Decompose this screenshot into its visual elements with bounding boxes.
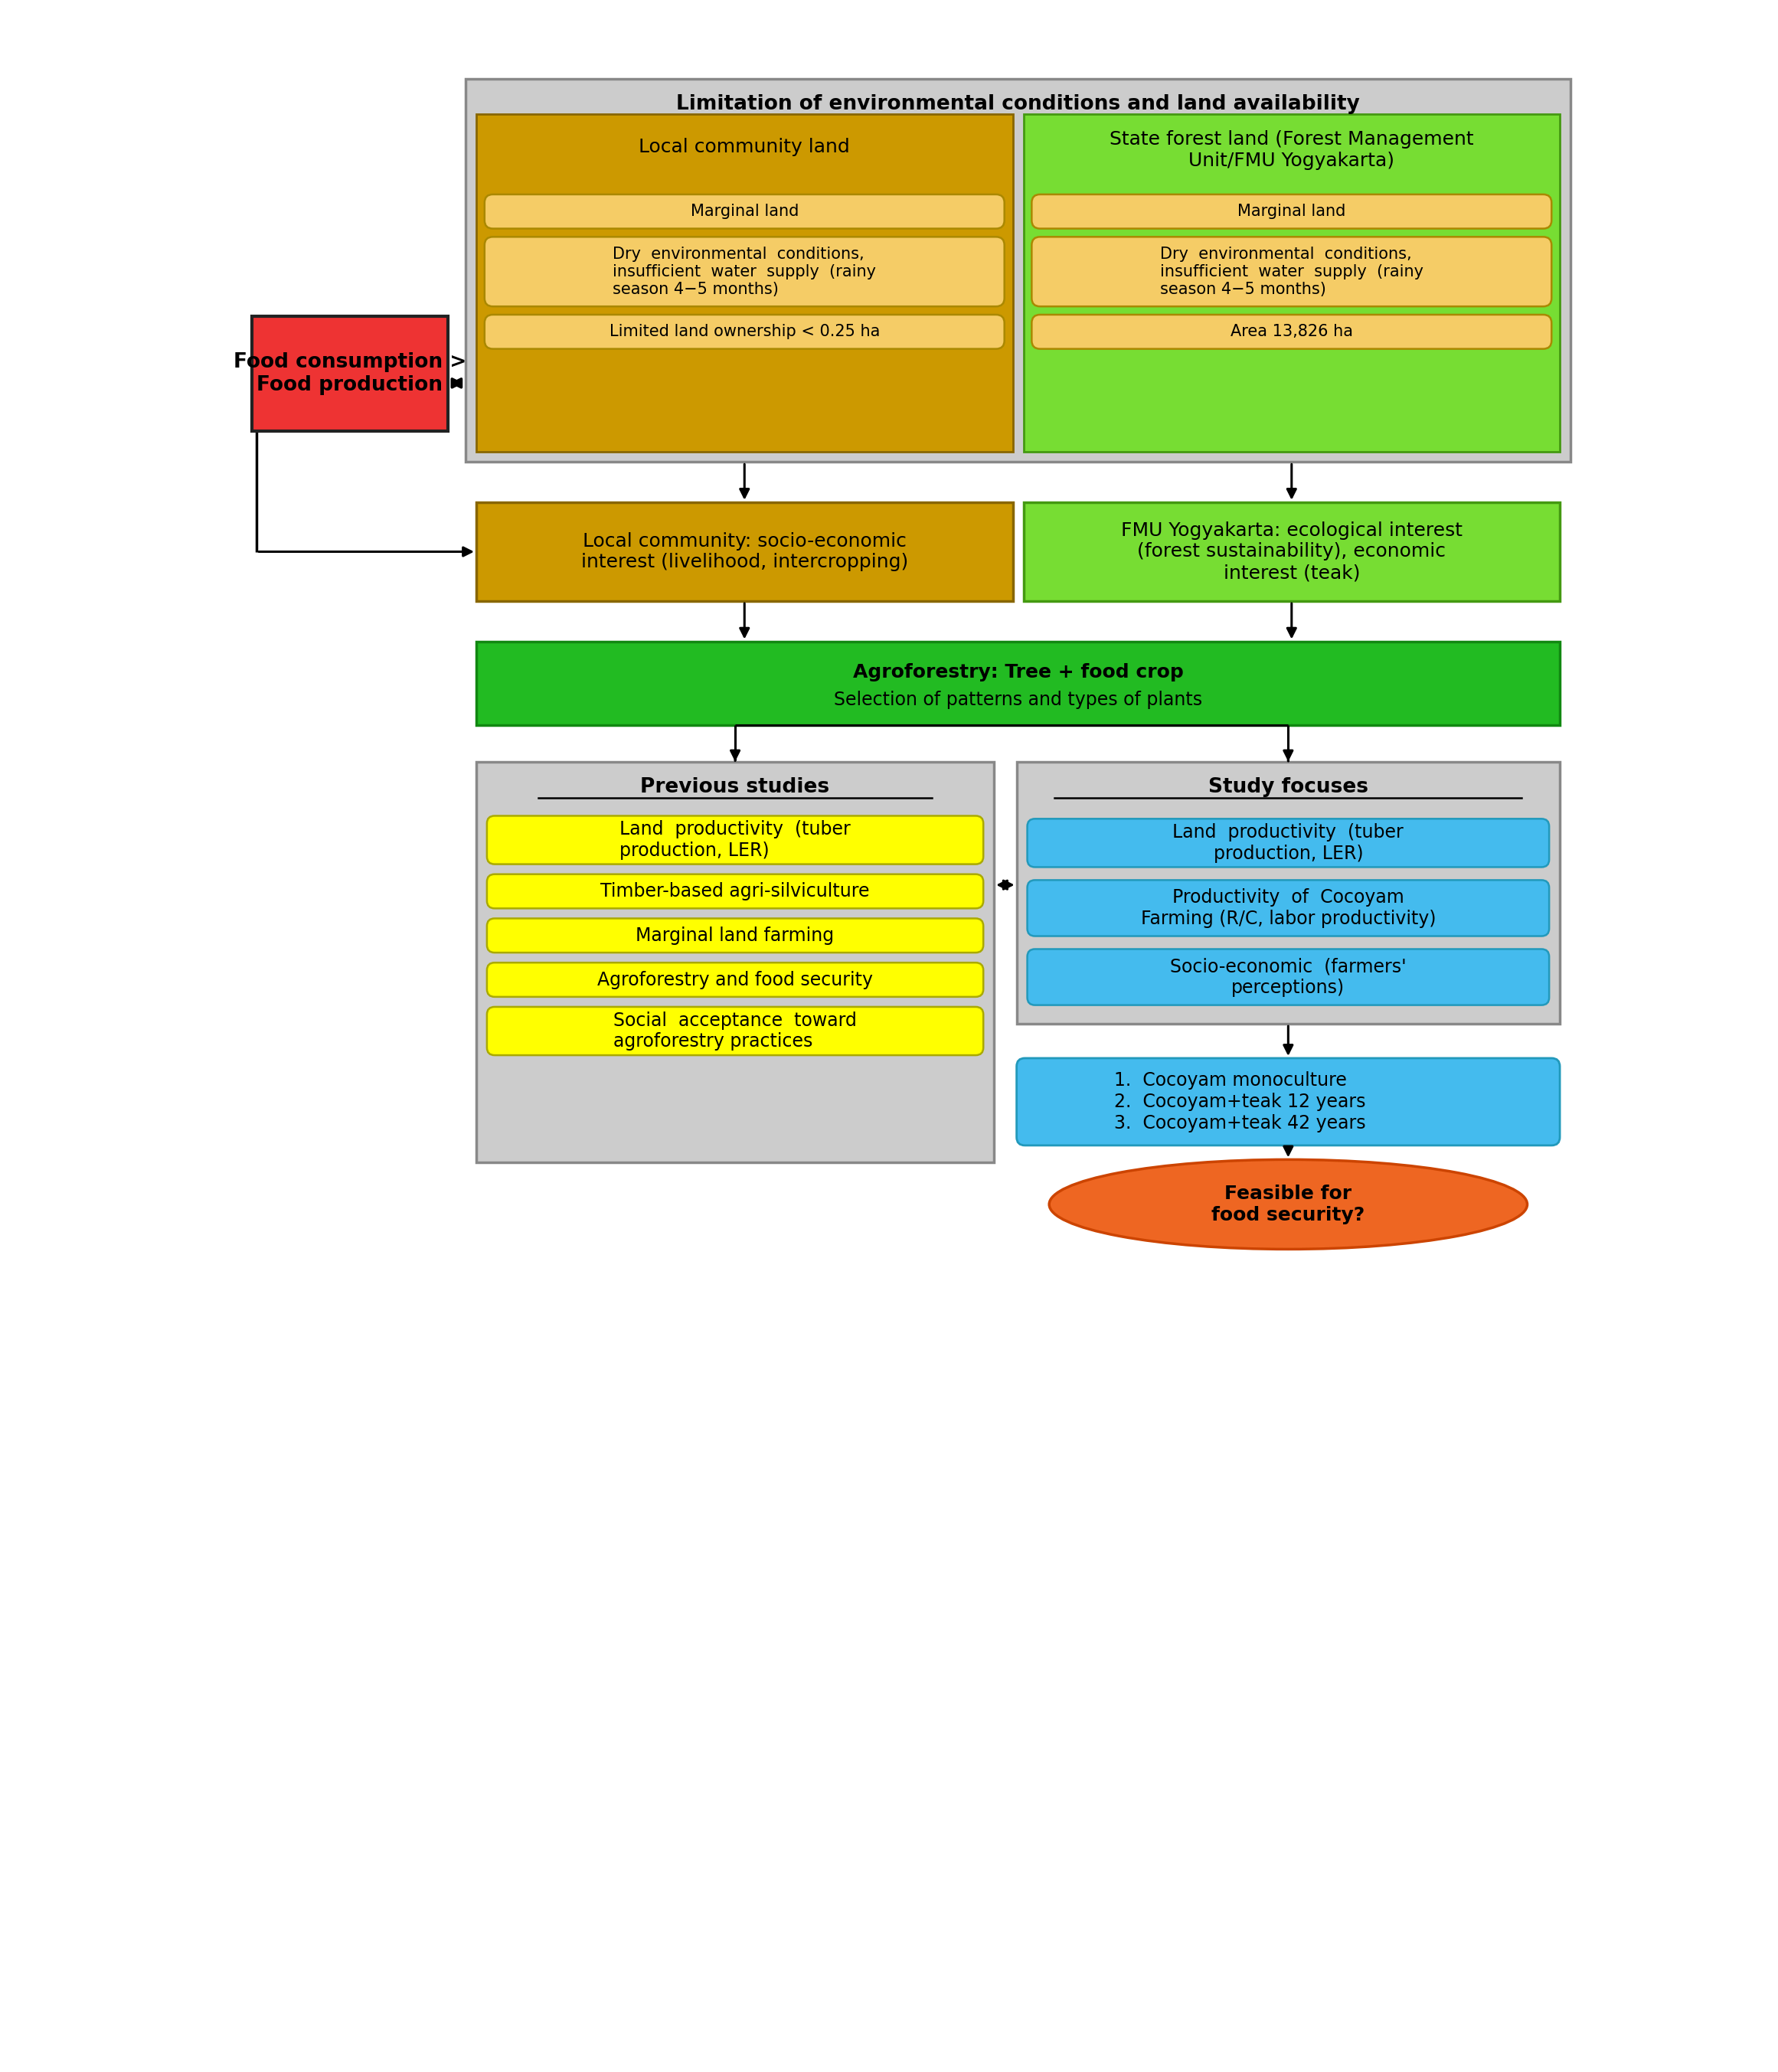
Text: Agroforestry and food security: Agroforestry and food security: [597, 970, 873, 988]
Bar: [1024, 114, 1559, 452]
FancyBboxPatch shape: [1031, 315, 1552, 348]
Bar: [477, 114, 1013, 452]
Text: Selection of patterns and types of plants: Selection of patterns and types of plant…: [834, 690, 1202, 709]
Text: Dry  environmental  conditions,
insufficient  water  supply  (rainy
season 4−5 m: Dry environmental conditions, insufficie…: [613, 247, 877, 296]
Text: Marginal land: Marginal land: [1237, 203, 1346, 220]
Text: Local community land: Local community land: [638, 137, 850, 155]
Text: State forest land (Forest Management
Unit/FMU Yogyakarta): State forest land (Forest Management Uni…: [1109, 131, 1474, 170]
FancyBboxPatch shape: [485, 315, 1005, 348]
FancyBboxPatch shape: [487, 816, 983, 864]
FancyBboxPatch shape: [1017, 1059, 1559, 1146]
Bar: [466, 79, 1570, 462]
Text: Social  acceptance  toward
agroforestry practices: Social acceptance toward agroforestry pr…: [613, 1011, 857, 1051]
FancyBboxPatch shape: [1031, 195, 1552, 228]
Text: Land  productivity  (tuber
production, LER): Land productivity (tuber production, LER…: [619, 821, 850, 860]
FancyBboxPatch shape: [485, 236, 1005, 307]
Text: Land  productivity  (tuber
production, LER): Land productivity (tuber production, LER…: [1173, 823, 1405, 862]
Text: Marginal land: Marginal land: [690, 203, 798, 220]
Text: Food consumption >
Food production: Food consumption > Food production: [233, 352, 466, 396]
FancyBboxPatch shape: [487, 1007, 983, 1055]
FancyBboxPatch shape: [1028, 949, 1549, 1005]
Text: Limitation of environmental conditions and land availability: Limitation of environmental conditions a…: [676, 93, 1360, 114]
FancyBboxPatch shape: [485, 195, 1005, 228]
FancyBboxPatch shape: [1028, 818, 1549, 866]
Bar: [477, 762, 994, 1162]
Text: Socio-economic  (farmers'
perceptions): Socio-economic (farmers' perceptions): [1170, 957, 1406, 997]
Text: 1.  Cocoyam monoculture
2.  Cocoyam+teak 12 years
3.  Cocoyam+teak 42 years: 1. Cocoyam monoculture 2. Cocoyam+teak 1…: [1115, 1071, 1366, 1131]
Text: Local community: socio-economic
interest (livelihood, intercropping): Local community: socio-economic interest…: [581, 533, 909, 572]
FancyBboxPatch shape: [1028, 881, 1549, 937]
Text: Marginal land farming: Marginal land farming: [637, 926, 834, 945]
Text: Study focuses: Study focuses: [1209, 777, 1369, 798]
Text: FMU Yogyakarta: ecological interest
(forest sustainability), economic
interest (: FMU Yogyakarta: ecological interest (for…: [1120, 522, 1462, 582]
Bar: [477, 501, 1013, 601]
Text: Timber-based agri-silviculture: Timber-based agri-silviculture: [601, 883, 869, 901]
Bar: [252, 317, 448, 431]
Text: Dry  environmental  conditions,
insufficient  water  supply  (rainy
season 4−5 m: Dry environmental conditions, insufficie…: [1159, 247, 1424, 296]
Text: Limited land ownership < 0.25 ha: Limited land ownership < 0.25 ha: [610, 323, 880, 340]
Text: Feasible for
food security?: Feasible for food security?: [1211, 1185, 1366, 1225]
Bar: [1024, 501, 1559, 601]
FancyBboxPatch shape: [1031, 236, 1552, 307]
FancyBboxPatch shape: [487, 874, 983, 908]
Text: Previous studies: Previous studies: [640, 777, 830, 798]
FancyBboxPatch shape: [487, 963, 983, 997]
FancyBboxPatch shape: [487, 918, 983, 953]
Bar: [477, 642, 1559, 725]
Ellipse shape: [1049, 1160, 1527, 1249]
Bar: [1017, 762, 1559, 1024]
Text: Productivity  of  Cocoyam
Farming (R/C, labor productivity): Productivity of Cocoyam Farming (R/C, la…: [1141, 889, 1437, 928]
Text: Area 13,826 ha: Area 13,826 ha: [1230, 323, 1353, 340]
Text: Agroforestry: Tree + food crop: Agroforestry: Tree + food crop: [853, 663, 1184, 682]
